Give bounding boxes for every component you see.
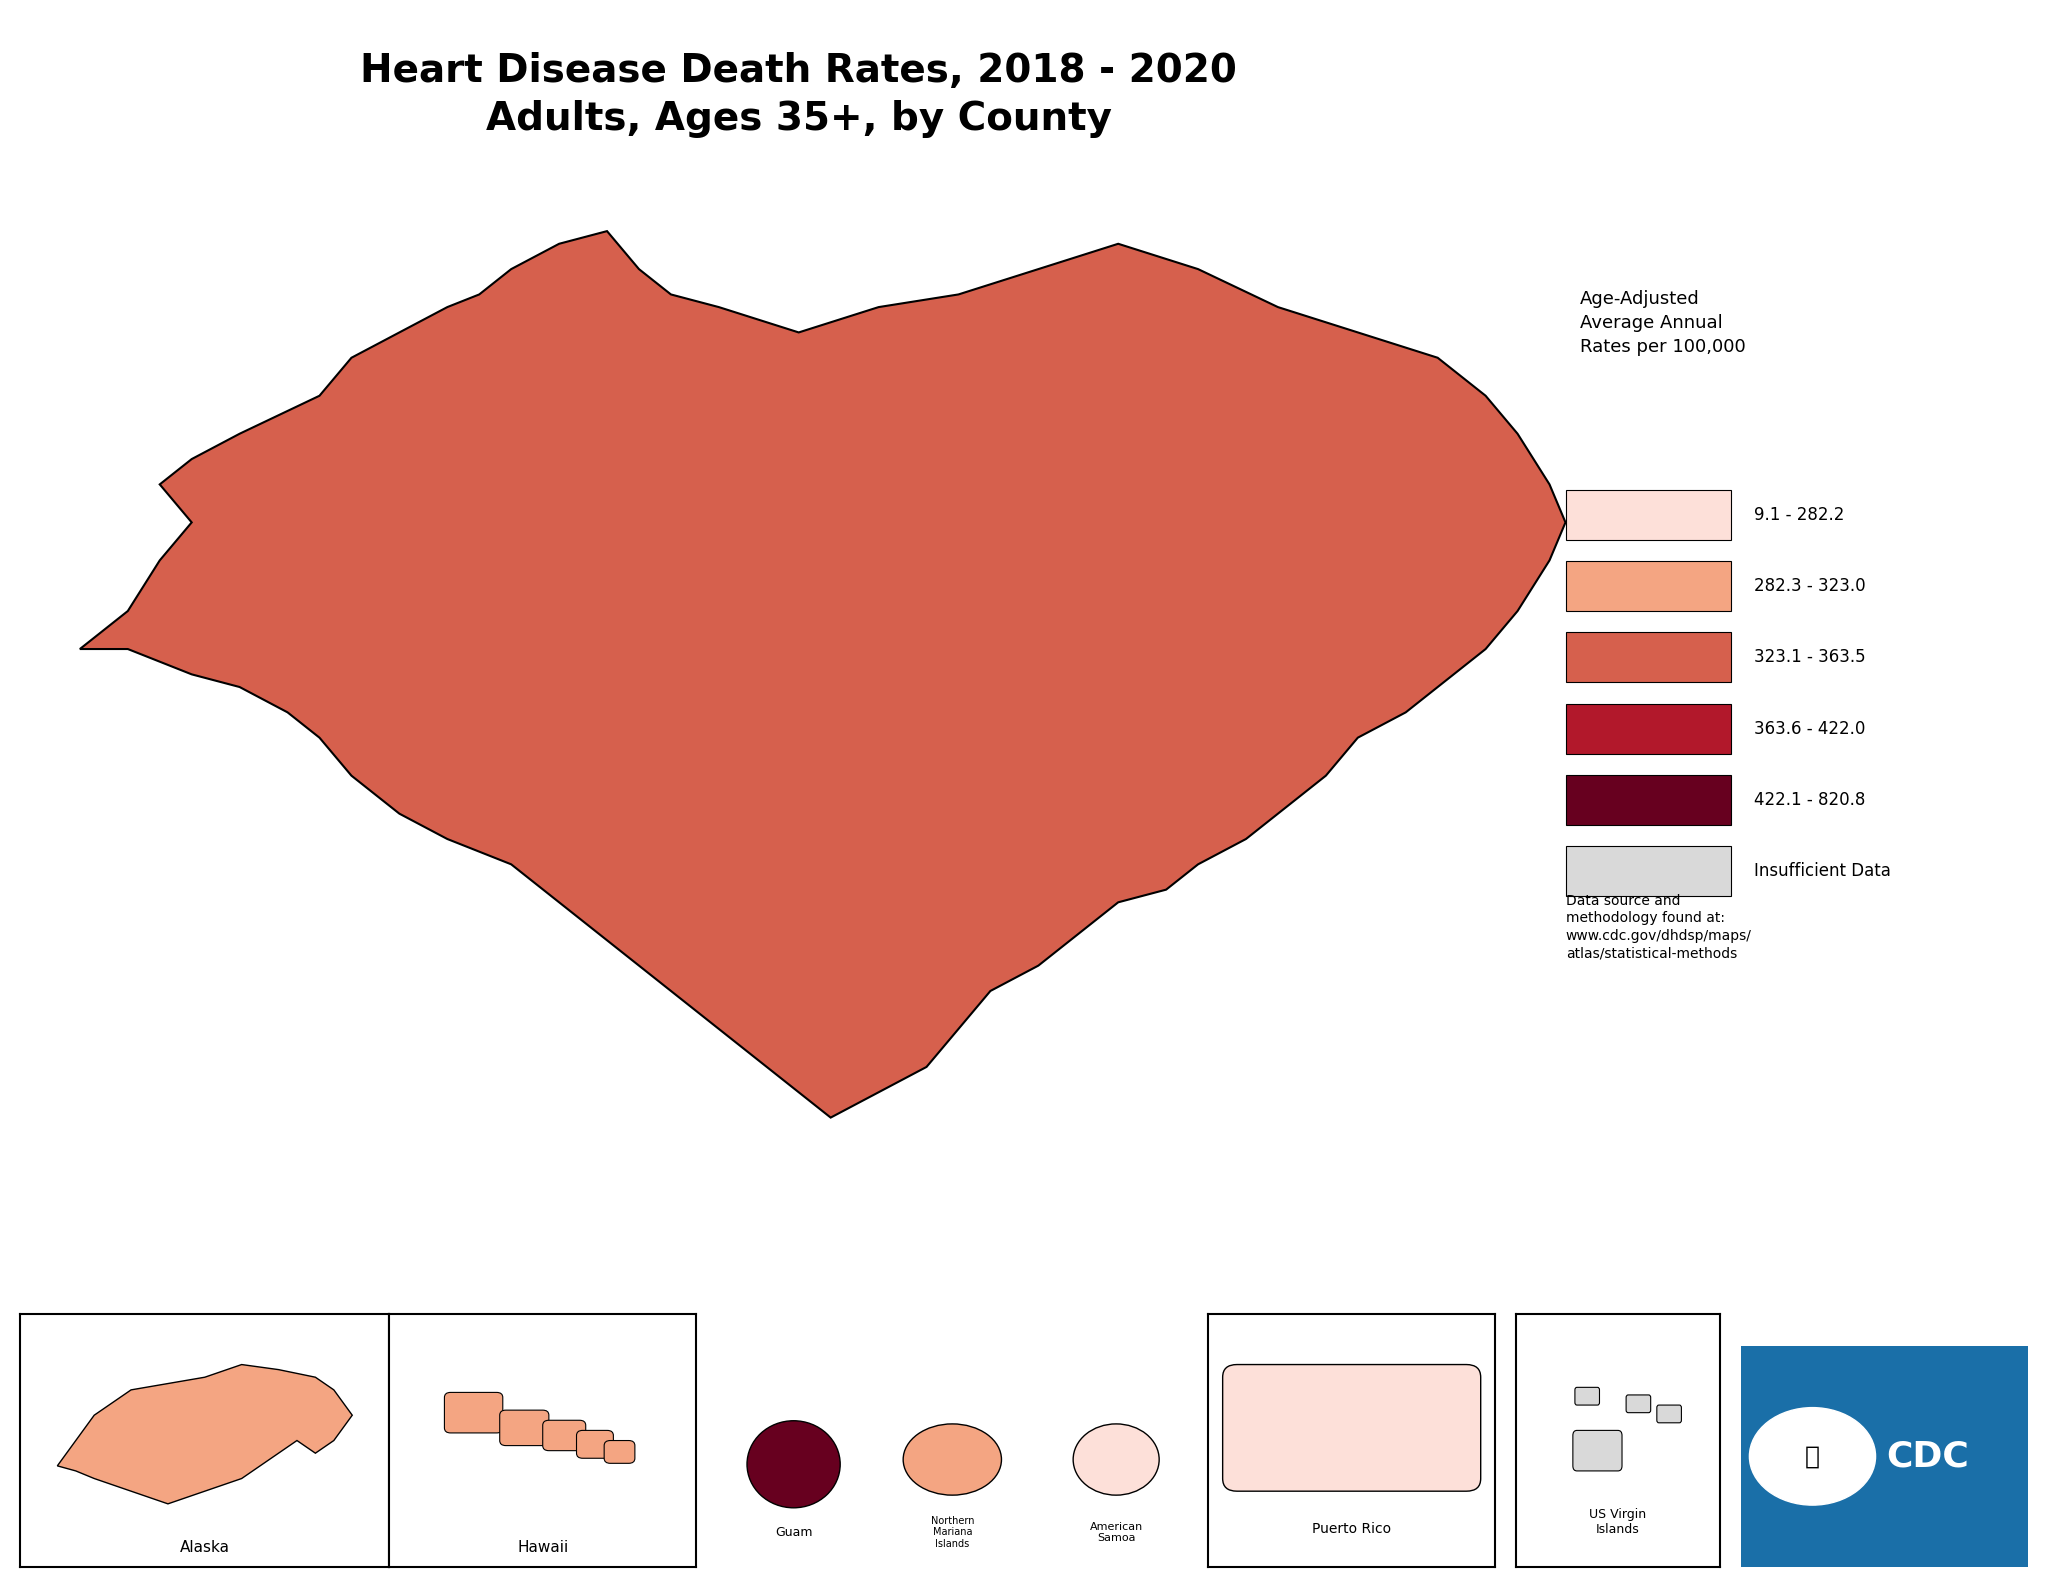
Text: US Virgin
Islands: US Virgin Islands [1589, 1507, 1647, 1536]
FancyBboxPatch shape [543, 1420, 586, 1450]
Text: Puerto Rico: Puerto Rico [1313, 1523, 1391, 1536]
Text: 422.1 - 820.8: 422.1 - 820.8 [1755, 792, 1866, 809]
FancyBboxPatch shape [1567, 703, 1731, 754]
FancyBboxPatch shape [1567, 847, 1731, 896]
Text: Data source and
methodology found at:
www.cdc.gov/dhdsp/maps/
atlas/statistical-: Data source and methodology found at: ww… [1567, 894, 1751, 959]
FancyBboxPatch shape [1567, 633, 1731, 682]
Polygon shape [80, 231, 1565, 1118]
Text: American
Samoa: American Samoa [1090, 1521, 1143, 1543]
Ellipse shape [748, 1422, 840, 1507]
Circle shape [1749, 1407, 1876, 1505]
FancyBboxPatch shape [1626, 1395, 1651, 1412]
Text: Adults, Ages 35+, by County: Adults, Ages 35+, by County [485, 100, 1112, 138]
Text: CDC: CDC [1886, 1439, 1968, 1474]
Ellipse shape [903, 1425, 1001, 1494]
FancyBboxPatch shape [1567, 776, 1731, 825]
Ellipse shape [1073, 1425, 1159, 1494]
Polygon shape [57, 1365, 352, 1504]
Text: 363.6 - 422.0: 363.6 - 422.0 [1755, 720, 1866, 738]
Text: 9.1 - 282.2: 9.1 - 282.2 [1755, 507, 1845, 524]
FancyBboxPatch shape [604, 1441, 635, 1463]
Text: Alaska: Alaska [180, 1540, 229, 1555]
FancyBboxPatch shape [500, 1410, 549, 1445]
Text: Guam: Guam [774, 1526, 813, 1539]
FancyBboxPatch shape [578, 1431, 614, 1458]
FancyBboxPatch shape [1573, 1431, 1622, 1471]
Text: Age-Adjusted
Average Annual
Rates per 100,000: Age-Adjusted Average Annual Rates per 10… [1581, 291, 1745, 356]
Text: Insufficient Data: Insufficient Data [1755, 863, 1890, 880]
FancyBboxPatch shape [1223, 1365, 1481, 1491]
FancyBboxPatch shape [444, 1393, 504, 1433]
Text: Hawaii: Hawaii [516, 1540, 569, 1555]
Text: 282.3 - 323.0: 282.3 - 323.0 [1755, 578, 1866, 595]
Text: 🦅: 🦅 [1804, 1444, 1821, 1469]
FancyBboxPatch shape [1657, 1406, 1681, 1423]
Text: Northern
Mariana
Islands: Northern Mariana Islands [930, 1517, 975, 1548]
FancyBboxPatch shape [1575, 1387, 1599, 1406]
Text: Heart Disease Death Rates, 2018 - 2020: Heart Disease Death Rates, 2018 - 2020 [360, 52, 1237, 90]
FancyBboxPatch shape [1567, 560, 1731, 611]
FancyBboxPatch shape [1567, 491, 1731, 540]
Text: 323.1 - 363.5: 323.1 - 363.5 [1755, 649, 1866, 666]
